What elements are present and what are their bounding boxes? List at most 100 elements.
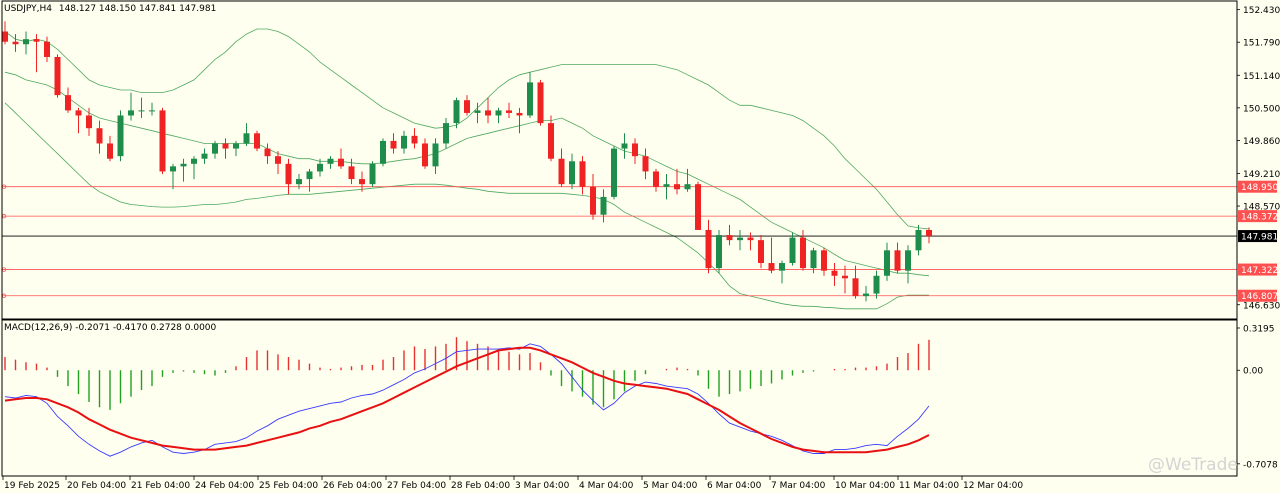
candle [222, 138, 229, 159]
candle-body [684, 184, 691, 190]
candle [170, 163, 176, 190]
candle [884, 242, 890, 281]
candle-body [296, 179, 302, 185]
candle-body [33, 39, 40, 42]
level-tag [1238, 289, 1277, 302]
candle [569, 153, 575, 190]
candle [380, 138, 386, 167]
band-upper [4, 28, 930, 230]
horizontal-levels [1, 184, 1237, 298]
price-pane: 148.950 148.372 147.322 146.807 147.981 152.4… [1, 4, 1280, 311]
candle [548, 115, 554, 162]
candle [12, 34, 19, 52]
candle [464, 95, 470, 116]
candle [75, 107, 82, 134]
candle-body [233, 143, 239, 149]
candle-body [705, 229, 712, 269]
time-tick-label: 5 Mar 04:00 [643, 481, 698, 491]
candle [821, 247, 827, 276]
time-tick-label: 4 Mar 04:00 [579, 481, 634, 491]
candle [285, 158, 292, 195]
candle-body [107, 143, 113, 159]
candle [44, 36, 50, 63]
level-tag-label: 147.322 [1241, 266, 1278, 276]
candle-body [642, 156, 649, 172]
candle-body [317, 163, 323, 172]
macd-tick-label: 0.3195 [1243, 324, 1275, 334]
macd-tick-label: 0.00 [1243, 367, 1263, 377]
candle-body [96, 128, 103, 144]
price-tick-label: 146.630 [1243, 301, 1280, 311]
time-tick-label: 12 Mar 04:00 [963, 481, 1023, 491]
candle-body [569, 161, 575, 185]
candle-body [821, 250, 827, 271]
candle [275, 151, 281, 174]
candle [590, 173, 596, 220]
candle [254, 130, 260, 152]
candle [359, 171, 365, 192]
candle [684, 168, 691, 192]
candle [653, 168, 659, 192]
candle-body [611, 148, 617, 197]
candle [915, 224, 922, 256]
price-pane-border [1, 0, 1238, 320]
candle-body [54, 56, 61, 96]
candle-body [842, 275, 848, 279]
time-tick-label: 19 Feb 2025 [4, 481, 60, 491]
candle [264, 143, 271, 164]
price-tick-label: 151.140 [1243, 72, 1280, 82]
candle-body [506, 110, 512, 113]
price-tick-label: 150.500 [1243, 104, 1280, 114]
macd-label: MACD(12,26,9) -0.2071 -0.4170 0.2728 0.0… [4, 323, 217, 333]
candle [758, 235, 764, 269]
candle-body [86, 115, 92, 129]
candle-body [779, 263, 785, 271]
candle-body [201, 153, 208, 159]
candle-body [369, 163, 376, 185]
candle-body [579, 161, 586, 187]
candle-body [894, 250, 901, 271]
candle-body [758, 240, 764, 264]
candle-body [65, 95, 71, 111]
candle-body [548, 123, 554, 159]
candle [842, 265, 848, 294]
candle [705, 219, 712, 274]
candle-body [422, 143, 428, 167]
candle [737, 229, 743, 251]
candle-body [138, 110, 145, 112]
candle [558, 148, 565, 187]
candle [663, 173, 670, 200]
candle-body [348, 166, 355, 180]
candle [495, 107, 502, 124]
level-tag [1238, 263, 1277, 276]
candle [2, 21, 8, 45]
candle-body [12, 41, 19, 45]
candle-body [852, 278, 859, 297]
watermark: @WeTrade [1148, 455, 1238, 475]
candles [2, 21, 932, 302]
candle [716, 229, 722, 274]
candle-body [747, 237, 754, 241]
candle-body [905, 250, 911, 271]
candle [779, 260, 785, 284]
candle [926, 227, 932, 244]
candle [800, 229, 806, 271]
candle [390, 133, 397, 154]
candle-body [632, 143, 638, 157]
candle-body [653, 171, 659, 187]
candle-body [558, 158, 565, 185]
candle-body [495, 110, 502, 116]
candle [149, 102, 155, 116]
candle-body [884, 250, 890, 276]
current-price-label: 147.981 [1241, 233, 1278, 243]
candle-body [674, 184, 680, 190]
candle [401, 130, 407, 154]
candle [411, 128, 418, 149]
candle [768, 237, 775, 274]
candle-body [285, 163, 292, 185]
candle-body [254, 133, 260, 149]
candle [233, 140, 239, 157]
candle [485, 97, 491, 124]
candle-body [621, 143, 628, 149]
